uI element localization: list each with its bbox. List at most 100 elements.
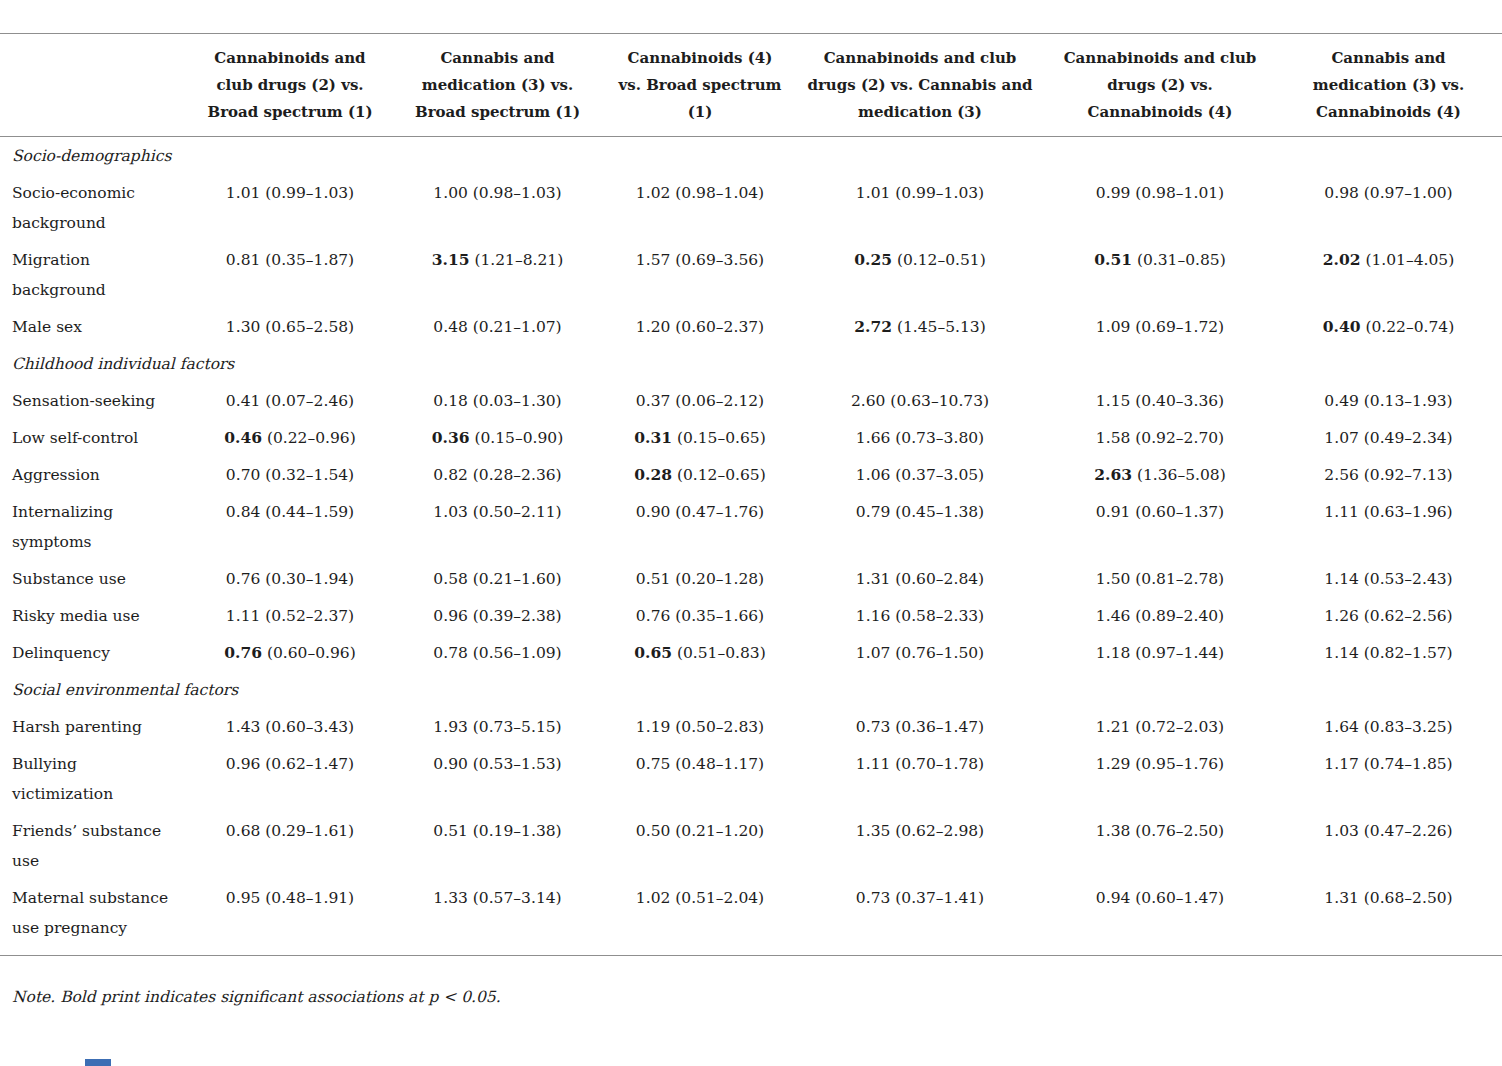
row-label: Delinquency — [0, 634, 190, 671]
or-ci-cell: 0.96 (0.62–1.47) — [190, 745, 390, 812]
or-ci-cell: 1.11 (0.52–2.37) — [190, 597, 390, 634]
row-label: Maternal substance use pregnancy — [0, 879, 190, 955]
odds-ratio: 0.91 — [1096, 503, 1131, 521]
confidence-interval: (0.58–2.33) — [890, 607, 984, 625]
odds-ratio: 1.14 — [1324, 644, 1359, 662]
or-ci-cell: 0.96 (0.39–2.38) — [390, 597, 605, 634]
confidence-interval: (0.73–5.15) — [468, 718, 562, 736]
odds-ratio: 0.40 — [1323, 317, 1361, 336]
odds-ratio: 1.15 — [1096, 392, 1131, 410]
or-ci-cell: 1.43 (0.60–3.43) — [190, 708, 390, 745]
confidence-interval: (0.12–0.65) — [672, 466, 766, 484]
odds-ratio: 0.65 — [634, 643, 672, 662]
or-ci-cell: 0.51 (0.20–1.28) — [605, 560, 795, 597]
or-ci-cell: 1.00 (0.98–1.03) — [390, 174, 605, 241]
odds-ratio: 2.63 — [1094, 465, 1132, 484]
odds-ratio: 1.19 — [636, 718, 671, 736]
odds-ratio: 0.76 — [226, 570, 261, 588]
row-label: Sensation-seeking — [0, 382, 190, 419]
odds-ratio: 1.46 — [1096, 607, 1131, 625]
table-row: Bullying victimization0.96 (0.62–1.47)0.… — [0, 745, 1502, 812]
odds-ratio: 1.93 — [433, 718, 468, 736]
section-title: Social environmental factors — [0, 671, 1502, 708]
or-ci-cell: 0.73 (0.36–1.47) — [795, 708, 1045, 745]
or-ci-cell: 1.57 (0.69–3.56) — [605, 241, 795, 308]
odds-ratio: 1.17 — [1324, 755, 1359, 773]
confidence-interval: (0.76–2.50) — [1130, 822, 1224, 840]
odds-ratio: 0.84 — [226, 503, 261, 521]
or-ci-cell: 1.14 (0.53–2.43) — [1275, 560, 1502, 597]
confidence-interval: (0.06–2.12) — [670, 392, 764, 410]
odds-ratio: 2.72 — [854, 317, 892, 336]
or-ci-cell: 0.99 (0.98–1.01) — [1045, 174, 1275, 241]
table-row: Risky media use1.11 (0.52–2.37)0.96 (0.3… — [0, 597, 1502, 634]
confidence-interval: (0.98–1.01) — [1130, 184, 1224, 202]
confidence-interval: (0.60–2.84) — [890, 570, 984, 588]
table-row: Migration background0.81 (0.35–1.87)3.15… — [0, 241, 1502, 308]
odds-ratio: 0.98 — [1324, 184, 1359, 202]
odds-ratio: 0.81 — [226, 251, 261, 269]
or-ci-cell: 1.07 (0.49–2.34) — [1275, 419, 1502, 456]
confidence-interval: (0.51–0.83) — [672, 644, 766, 662]
or-ci-cell: 1.15 (0.40–3.36) — [1045, 382, 1275, 419]
odds-ratio: 1.02 — [636, 889, 671, 907]
or-ci-cell: 1.03 (0.47–2.26) — [1275, 812, 1502, 879]
or-ci-cell: 0.41 (0.07–2.46) — [190, 382, 390, 419]
or-ci-cell: 0.84 (0.44–1.59) — [190, 493, 390, 560]
odds-ratio: 0.79 — [856, 503, 891, 521]
or-ci-cell: 1.03 (0.50–2.11) — [390, 493, 605, 560]
or-ci-cell: 1.38 (0.76–2.50) — [1045, 812, 1275, 879]
odds-ratio: 1.38 — [1096, 822, 1131, 840]
odds-ratio: 1.50 — [1096, 570, 1131, 588]
or-ci-cell: 0.95 (0.48–1.91) — [190, 879, 390, 955]
or-ci-cell: 2.02 (1.01–4.05) — [1275, 241, 1502, 308]
or-ci-cell: 0.49 (0.13–1.93) — [1275, 382, 1502, 419]
odds-ratio: 1.01 — [226, 184, 261, 202]
header-row: Cannabinoids and club drugs (2) vs. Broa… — [0, 34, 1502, 137]
confidence-interval: (0.21–1.07) — [468, 318, 562, 336]
confidence-interval: (0.20–1.28) — [670, 570, 764, 588]
or-ci-cell: 1.19 (0.50–2.83) — [605, 708, 795, 745]
confidence-interval: (0.99–1.03) — [890, 184, 984, 202]
odds-ratio: 2.56 — [1324, 466, 1359, 484]
odds-ratio: 0.48 — [433, 318, 468, 336]
odds-ratio: 1.33 — [433, 889, 468, 907]
or-ci-cell: 1.09 (0.69–1.72) — [1045, 308, 1275, 345]
confidence-interval: (0.07–2.46) — [260, 392, 354, 410]
confidence-interval: (0.21–1.60) — [468, 570, 562, 588]
odds-ratio: 0.18 — [433, 392, 468, 410]
odds-ratio: 2.02 — [1323, 250, 1361, 269]
confidence-interval: (0.62–2.98) — [890, 822, 984, 840]
confidence-interval: (0.45–1.38) — [890, 503, 984, 521]
or-ci-cell: 1.26 (0.62–2.56) — [1275, 597, 1502, 634]
confidence-interval: (0.28–2.36) — [468, 466, 562, 484]
or-ci-cell: 1.29 (0.95–1.76) — [1045, 745, 1275, 812]
section-row: Social environmental factors — [0, 671, 1502, 708]
odds-ratio: 0.75 — [636, 755, 671, 773]
confidence-interval: (0.98–1.04) — [670, 184, 764, 202]
confidence-interval: (1.01–4.05) — [1360, 251, 1454, 269]
or-ci-cell: 1.02 (0.98–1.04) — [605, 174, 795, 241]
row-label: Substance use — [0, 560, 190, 597]
confidence-interval: (0.44–1.59) — [260, 503, 354, 521]
or-ci-cell: 1.18 (0.97–1.44) — [1045, 634, 1275, 671]
or-ci-cell: 0.31 (0.15–0.65) — [605, 419, 795, 456]
or-ci-cell: 0.48 (0.21–1.07) — [390, 308, 605, 345]
or-ci-cell: 1.01 (0.99–1.03) — [190, 174, 390, 241]
row-label: Harsh parenting — [0, 708, 190, 745]
confidence-interval: (0.48–1.91) — [260, 889, 354, 907]
or-ci-cell: 1.30 (0.65–2.58) — [190, 308, 390, 345]
confidence-interval: (0.60–3.43) — [260, 718, 354, 736]
odds-ratio: 0.96 — [226, 755, 261, 773]
confidence-interval: (0.37–1.41) — [890, 889, 984, 907]
odds-ratio: 1.26 — [1324, 607, 1359, 625]
or-ci-cell: 1.11 (0.70–1.78) — [795, 745, 1045, 812]
confidence-interval: (0.47–2.26) — [1359, 822, 1453, 840]
odds-ratio: 1.66 — [856, 429, 891, 447]
row-label: Male sex — [0, 308, 190, 345]
confidence-interval: (0.53–1.53) — [468, 755, 562, 773]
confidence-interval: (0.63–10.73) — [885, 392, 989, 410]
confidence-interval: (0.39–2.38) — [468, 607, 562, 625]
confidence-interval: (0.49–2.34) — [1359, 429, 1453, 447]
confidence-interval: (0.69–1.72) — [1130, 318, 1224, 336]
